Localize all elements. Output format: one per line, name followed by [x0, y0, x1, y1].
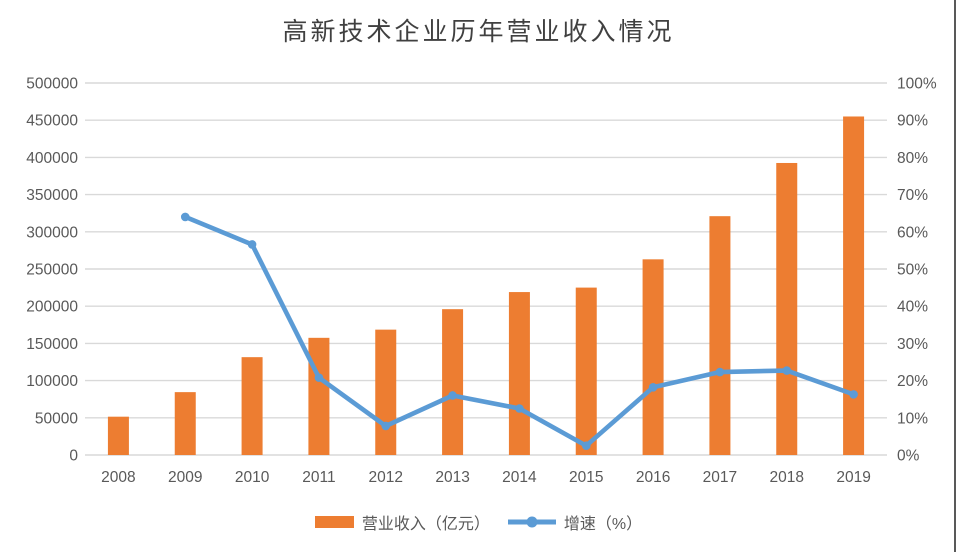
y-axis-label-left: 100000 — [26, 373, 78, 390]
y-axis-label-left: 300000 — [26, 224, 78, 241]
revenue-bar-2016 — [642, 259, 664, 455]
revenue-bar-2009 — [174, 392, 196, 455]
x-axis-label: 2008 — [101, 469, 135, 486]
y-axis-label-right: 40% — [897, 299, 928, 316]
y-axis-label-right: 100% — [897, 76, 937, 93]
x-axis-label: 2015 — [569, 469, 603, 486]
y-axis-label-left: 350000 — [26, 187, 78, 204]
revenue-bar-2010 — [241, 357, 263, 455]
legend: 营业收入（亿元） 增速（%） — [0, 509, 957, 535]
y-axis-label-right: 20% — [897, 373, 928, 390]
legend-line-label: 增速（%） — [563, 516, 643, 533]
revenue-bar-2014 — [508, 292, 530, 455]
y-axis-label-right: 90% — [897, 113, 928, 130]
x-axis-label: 2017 — [703, 469, 737, 486]
x-axis-label: 2014 — [502, 469, 537, 486]
revenue-bar-2015 — [575, 287, 597, 455]
x-axis-label: 2013 — [435, 469, 469, 486]
growth-marker-2013 — [448, 391, 457, 400]
chart-title: 高新技术企业历年营业收入情况 — [282, 19, 675, 46]
growth-marker-2010 — [247, 240, 257, 249]
y-axis-label-left: 0 — [69, 448, 78, 465]
growth-marker-2014 — [515, 404, 524, 413]
y-axis-label-left: 200000 — [26, 299, 78, 316]
growth-marker-2019 — [849, 390, 858, 399]
y-axis-label-left: 400000 — [26, 150, 78, 167]
legend-item-revenue: 营业收入（亿元） — [314, 510, 490, 534]
growth-marker-2009 — [180, 212, 190, 222]
y-axis-label-left: 50000 — [35, 410, 78, 427]
growth-marker-2018 — [782, 366, 792, 375]
revenue-bar-2019 — [843, 116, 865, 455]
y-axis-label-left: 250000 — [26, 262, 78, 279]
y-axis-label-right: 30% — [897, 336, 928, 353]
growth-marker-2012 — [381, 421, 391, 431]
y-axis-label-left: 150000 — [26, 336, 78, 353]
x-axis-label: 2016 — [636, 469, 670, 486]
y-axis-label-right: 80% — [897, 150, 928, 167]
revenue-bar-2012 — [375, 329, 397, 455]
page-border-right — [954, 0, 956, 552]
growth-marker-2015 — [581, 441, 591, 451]
x-axis-label: 2009 — [168, 469, 202, 486]
y-axis-label-right: 10% — [897, 410, 928, 427]
x-axis-label: 2018 — [770, 469, 804, 486]
y-axis-label-right: 50% — [897, 262, 928, 279]
revenue-bar-2013 — [442, 309, 464, 455]
x-axis-label: 2010 — [235, 469, 270, 486]
growth-marker-2017 — [715, 367, 725, 377]
y-axis-label-left: 450000 — [26, 113, 78, 130]
y-axis-label-left: 500000 — [26, 76, 78, 93]
revenue-bar-2008 — [107, 416, 129, 455]
x-axis-label: 2019 — [836, 469, 870, 486]
legend-item-growth: 增速（%） — [507, 510, 643, 534]
growth-marker-2016 — [648, 382, 658, 392]
revenue-bar-2017 — [709, 216, 731, 455]
x-axis-label: 2011 — [302, 469, 335, 486]
growth-marker-2011 — [314, 373, 324, 382]
legend-bar-label: 营业收入（亿元） — [361, 516, 490, 533]
revenue-bar-2011 — [308, 337, 330, 455]
revenue-bar-2018 — [776, 162, 798, 456]
legend-bar-swatch-icon — [314, 516, 354, 528]
x-axis-label: 2012 — [369, 469, 403, 486]
legend-line-swatch-icon — [507, 516, 556, 528]
y-axis-label-right: 0% — [897, 448, 920, 465]
y-axis-label-right: 60% — [897, 224, 928, 241]
y-axis-label-right: 70% — [897, 187, 928, 204]
